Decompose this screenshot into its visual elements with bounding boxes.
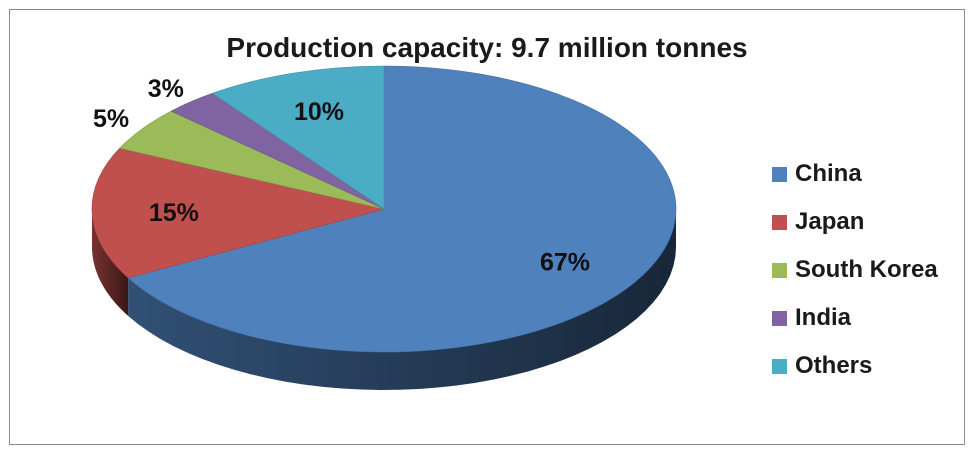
legend-item-china: China	[772, 150, 962, 198]
legend-item-south-korea: South Korea	[772, 246, 962, 294]
legend-label: China	[795, 160, 862, 187]
legend-swatch	[772, 214, 787, 230]
pie-side-japan	[92, 209, 129, 316]
legend-item-japan: Japan	[772, 198, 962, 246]
legend-swatch	[772, 310, 787, 326]
pie-label-others: 10%	[294, 98, 344, 126]
legend-item-others: Others	[772, 342, 962, 390]
legend-swatch	[772, 262, 787, 278]
legend-label: South Korea	[795, 256, 938, 283]
pie-label-china: 67%	[540, 248, 590, 276]
pie-chart: 67% 15% 5% 3% 10%	[91, 65, 677, 390]
pie-slice-others	[211, 65, 385, 210]
pie-value-labels: 67% 15% 5% 3% 10%	[93, 75, 590, 277]
pie-side-china	[128, 209, 676, 390]
legend-label: Japan	[795, 208, 865, 235]
legend-label: Others	[795, 352, 873, 379]
pie-label-india: 3%	[148, 75, 184, 103]
pie-label-south-korea: 5%	[93, 105, 129, 133]
legend-swatch	[772, 358, 787, 374]
chart-legend: China Japan South Korea India Others	[772, 150, 962, 390]
legend-label: India	[795, 304, 852, 331]
chart-title: Production capacity: 9.7 million tonnes	[226, 32, 748, 63]
pie-label-japan: 15%	[149, 199, 199, 227]
legend-swatch	[772, 166, 787, 182]
chart-frame: Production capacity: 9.7 million tonnes …	[9, 9, 965, 445]
pie-top-faces	[91, 65, 677, 353]
pie-slice-japan	[91, 147, 385, 279]
legend-item-india: India	[772, 294, 962, 342]
pie-side-walls	[92, 209, 676, 390]
pie-slice-china	[127, 65, 677, 353]
